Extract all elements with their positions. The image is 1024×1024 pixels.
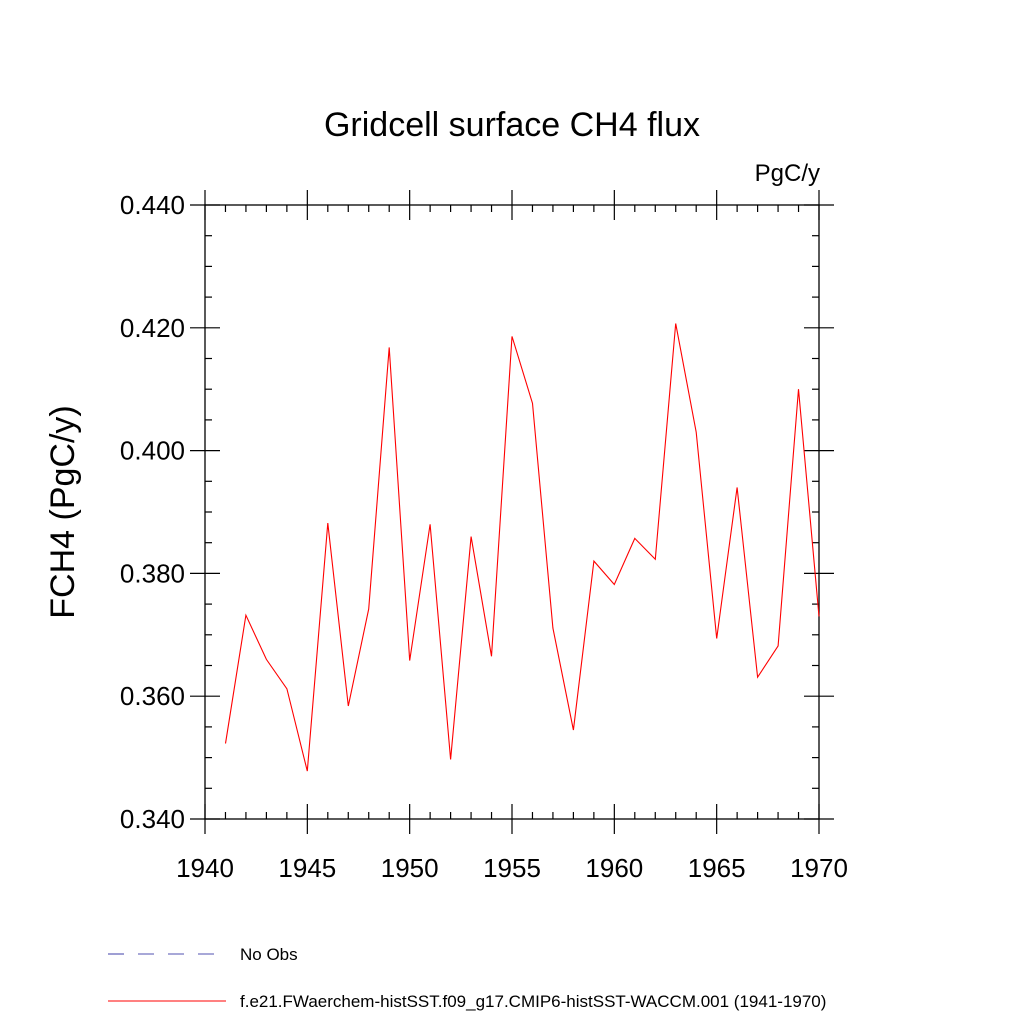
- axis-ticks: 1940 1945 1950 1955 1960 1965 1970 0.340 0.360 0.…: [120, 190, 848, 883]
- y-axis-label: FCH4 (PgC/y): [44, 405, 82, 618]
- x-tick-label: 1970: [790, 853, 848, 883]
- legend-label: No Obs: [240, 945, 298, 964]
- x-tick-label: 1960: [585, 853, 643, 883]
- legend: No Obs f.e21.FWaerchem-histSST.f09_g17.CM…: [108, 945, 826, 1011]
- y-tick-label: 0.440: [120, 190, 185, 220]
- chart-title: Gridcell surface CH4 flux: [324, 106, 700, 144]
- x-tick-label: 1955: [483, 853, 541, 883]
- y-tick-label: 0.420: [120, 313, 185, 343]
- units-label: PgC/y: [755, 160, 820, 187]
- plot-data: [224, 323, 820, 772]
- legend-label: f.e21.FWaerchem-histSST.f09_g17.CMIP6-hi…: [240, 992, 826, 1011]
- y-tick-label: 0.340: [120, 804, 185, 834]
- plot-frame: [204, 204, 820, 820]
- x-tick-label: 1965: [688, 853, 746, 883]
- x-tick-label: 1950: [381, 853, 439, 883]
- y-tick-label: 0.400: [120, 436, 185, 466]
- y-tick-label: 0.380: [120, 558, 185, 588]
- y-tick-label: 0.360: [120, 681, 185, 711]
- series-line: [224, 323, 820, 772]
- x-tick-label: 1940: [176, 853, 234, 883]
- x-tick-label: 1945: [278, 853, 336, 883]
